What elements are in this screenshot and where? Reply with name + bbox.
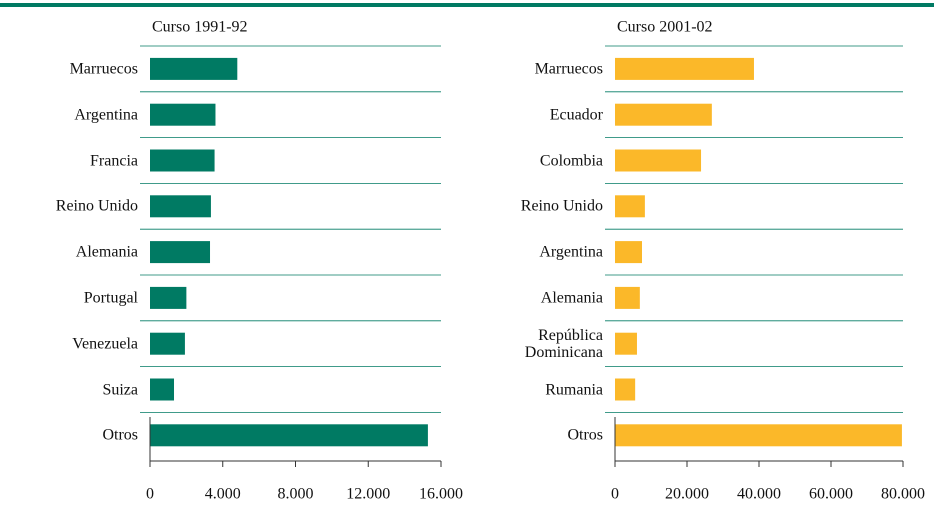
bar xyxy=(150,378,175,401)
x-tick-label: 0 xyxy=(611,486,619,503)
category-label: Colombia xyxy=(539,152,603,169)
category-label: Reino Unido xyxy=(520,197,603,215)
chart-title: Curso 1991-92 xyxy=(152,19,248,36)
bar xyxy=(615,195,645,218)
bar xyxy=(615,424,902,447)
top-rule xyxy=(0,3,934,7)
category-label: Marruecos xyxy=(69,60,138,78)
bar xyxy=(150,195,211,218)
bar xyxy=(150,103,216,126)
category-label: Rumania xyxy=(545,381,603,398)
x-tick-label: 16.000 xyxy=(419,486,463,503)
bar xyxy=(150,424,428,447)
bar xyxy=(150,149,215,172)
bar xyxy=(150,241,211,264)
category-label: Alemania xyxy=(75,243,138,261)
x-tick-label: 80.000 xyxy=(881,486,925,503)
category-label: Francia xyxy=(90,152,138,169)
bar xyxy=(150,286,187,309)
bar xyxy=(615,286,640,309)
category-label: Argentina xyxy=(539,243,603,261)
bar xyxy=(615,103,712,126)
category-label: Otros xyxy=(567,426,603,444)
x-tick-label: 8.000 xyxy=(278,486,314,503)
bar xyxy=(615,332,637,355)
bar xyxy=(615,57,754,80)
bar xyxy=(150,57,238,80)
category-label: Venezuela xyxy=(72,335,138,353)
bar xyxy=(615,149,702,172)
x-tick-label: 12.000 xyxy=(346,486,390,503)
x-tick-label: 60.000 xyxy=(809,486,853,503)
x-tick-label: 40.000 xyxy=(737,486,781,503)
category-label: Argentina xyxy=(74,106,138,124)
bar xyxy=(615,378,636,401)
category-label: Otros xyxy=(102,426,138,444)
x-tick-label: 4.000 xyxy=(205,486,241,503)
category-label: Ecuador xyxy=(549,106,603,124)
x-tick-label: 20.000 xyxy=(665,486,709,503)
category-label: Alemania xyxy=(540,289,603,307)
category-label: Portugal xyxy=(83,289,138,307)
x-tick-label: 0 xyxy=(146,486,154,503)
bar xyxy=(150,332,185,355)
category-label: Marruecos xyxy=(534,60,603,78)
category-label: Reino Unido xyxy=(55,197,138,215)
category-label: República Dominicana xyxy=(524,326,603,361)
bar xyxy=(615,241,642,264)
category-label: Suiza xyxy=(102,381,138,398)
chart-title: Curso 2001-02 xyxy=(617,19,713,36)
